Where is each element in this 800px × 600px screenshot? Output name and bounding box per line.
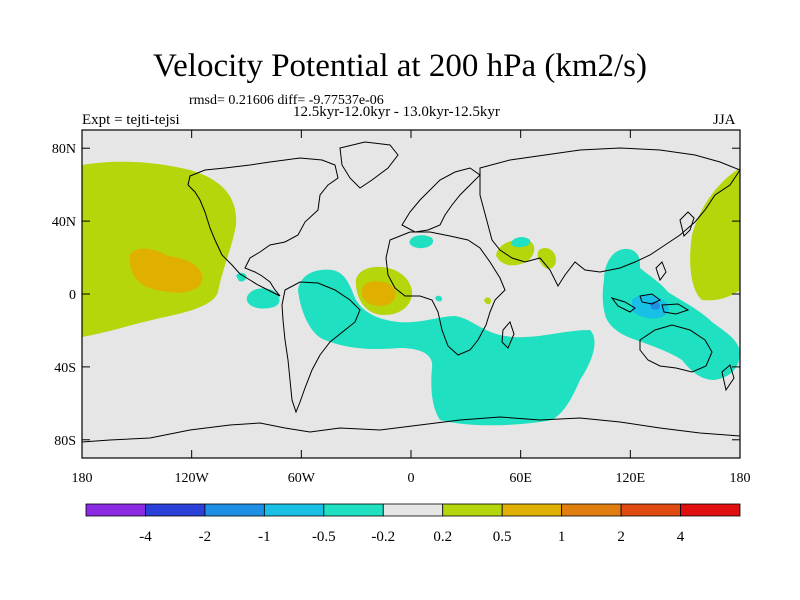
colorbar-label: -1 bbox=[258, 529, 271, 545]
colorbar-swatch bbox=[620, 503, 681, 517]
colorbar-label: 2 bbox=[617, 529, 625, 545]
coastline-philippines bbox=[655, 261, 667, 282]
coastline-japan bbox=[679, 211, 695, 237]
positive-anomaly-north-pacific bbox=[82, 161, 237, 337]
coastline-asia bbox=[479, 147, 740, 288]
colorbar-label: -0.2 bbox=[371, 529, 395, 545]
negative-anomaly-atlantic-spot bbox=[435, 295, 443, 302]
latitude-axis: 80N 40N 0 40S 80S bbox=[52, 142, 740, 449]
coastline-greenland bbox=[339, 141, 399, 189]
experiment-label: Expt = tejti-tejsi bbox=[82, 112, 180, 128]
lon-tick-label: 60W bbox=[288, 471, 316, 486]
coastline-north-america bbox=[187, 157, 339, 297]
lon-tick-label: 0 bbox=[408, 471, 415, 486]
lon-tick-label: 120E bbox=[616, 471, 646, 486]
colorbar-swatch bbox=[501, 503, 563, 517]
season-label: JJA bbox=[713, 112, 736, 128]
positive-core-north-pacific bbox=[129, 248, 203, 293]
colorbar-label: -2 bbox=[199, 529, 212, 545]
negative-anomaly-gulf bbox=[511, 237, 531, 248]
colorbar-label: 4 bbox=[677, 529, 685, 545]
coastline-antarctica bbox=[82, 416, 740, 443]
coastline-australia bbox=[639, 324, 713, 373]
coastlines bbox=[82, 141, 740, 443]
colorbar-swatch bbox=[323, 503, 384, 517]
positive-anomaly-india bbox=[537, 248, 556, 269]
colorbar: -4 -2 -1 -0.5 -0.2 0.2 0.5 1 2 4 bbox=[85, 503, 741, 545]
colorbar-label: 0.2 bbox=[433, 529, 452, 545]
lat-tick-label: 0 bbox=[69, 288, 76, 303]
lon-tick-label: 60E bbox=[509, 471, 532, 486]
colorbar-swatch bbox=[85, 503, 146, 517]
colorbar-swatch bbox=[382, 503, 444, 517]
lat-tick-label: 80S bbox=[54, 434, 76, 449]
positive-anomaly-far-east-pacific bbox=[690, 168, 740, 301]
colorbar-swatch bbox=[680, 503, 741, 517]
lon-tick-label: 180 bbox=[730, 471, 751, 486]
lon-tick-label: 180 bbox=[72, 471, 93, 486]
coastline-madagascar bbox=[501, 321, 515, 349]
lat-tick-label: 40N bbox=[52, 215, 76, 230]
positive-anomaly-east-africa bbox=[484, 297, 491, 305]
coastline-new-zealand bbox=[721, 364, 735, 392]
negative-anomaly-tropical-east-pacific bbox=[246, 288, 280, 309]
colorbar-swatch bbox=[204, 503, 265, 517]
map-title: Velocity Potential at 200 hPa (km2/s) bbox=[152, 48, 648, 84]
colorbar-swatch bbox=[561, 503, 622, 517]
colorbar-swatch bbox=[263, 503, 325, 517]
coastline-south-america bbox=[281, 281, 361, 414]
lat-tick-label: 40S bbox=[54, 361, 76, 376]
colorbar-label: -4 bbox=[139, 529, 152, 545]
coastline-africa bbox=[385, 231, 506, 356]
colorbar-swatch bbox=[145, 503, 206, 517]
coastline-europe bbox=[401, 167, 481, 233]
negative-anomaly-maritime-continent bbox=[602, 248, 740, 380]
lat-tick-label: 80N bbox=[52, 142, 76, 157]
lon-tick-label: 120W bbox=[175, 471, 210, 486]
negative-anomaly-caribbean bbox=[236, 272, 247, 282]
negative-anomaly-north-africa bbox=[409, 235, 434, 249]
coastline-indonesia bbox=[610, 293, 690, 315]
positive-core-west-africa bbox=[361, 281, 396, 306]
stats-label: rmsd= 0.21606 diff= -9.77537e-06 bbox=[189, 93, 384, 108]
colorbar-label: -0.5 bbox=[312, 529, 336, 545]
colorbar-label: 1 bbox=[558, 529, 566, 545]
colorbar-label: 0.5 bbox=[493, 529, 512, 545]
period-label: 12.5kyr-12.0kyr - 13.0kyr-12.5kyr bbox=[293, 104, 500, 120]
longitude-axis: 180 120W 60W 0 60E 120E 180 bbox=[72, 130, 751, 486]
colorbar-swatch bbox=[442, 503, 503, 517]
negative-anomaly-south-atlantic-africa bbox=[298, 269, 595, 426]
